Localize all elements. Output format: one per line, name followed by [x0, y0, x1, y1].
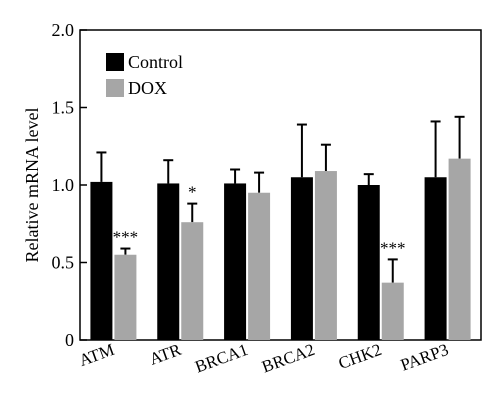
bar-control-brca1 [224, 183, 247, 340]
bar-control-atm [90, 181, 113, 340]
bar-dox-atr [181, 222, 204, 340]
bar-control-brca2 [290, 177, 313, 340]
legend-swatch-dox [106, 79, 124, 97]
plot-frame [79, 29, 482, 341]
bar-control-atr [157, 183, 180, 340]
legend-swatch-control [106, 53, 124, 71]
significance-marker: * [188, 183, 197, 202]
y-axis-label: Relative mRNA level [22, 108, 42, 263]
bar-dox-brca1 [248, 192, 271, 340]
bar-dox-chk2 [381, 282, 404, 340]
y-tick-label: 1.5 [52, 98, 75, 118]
bar-control-chk2 [357, 185, 380, 340]
legend-label-control: Control [128, 52, 183, 72]
x-tick-label: PARP3 [398, 340, 451, 375]
x-tick-label: ATR [147, 340, 184, 369]
bar-dox-parp3 [448, 158, 471, 340]
bar-dox-brca2 [314, 171, 337, 340]
bar-control-parp3 [424, 177, 447, 340]
x-tick-label: CHK2 [336, 340, 384, 373]
legend-label-dox: DOX [128, 78, 167, 98]
x-tick-label: BRCA2 [259, 340, 317, 377]
y-tick-label: 1.0 [52, 175, 75, 195]
significance-marker: *** [113, 228, 139, 247]
y-tick-label: 2.0 [52, 20, 75, 40]
significance-marker: *** [380, 238, 406, 257]
y-tick-label: 0.5 [52, 253, 75, 273]
x-tick-label: BRCA1 [192, 340, 250, 377]
y-tick-label: 0 [65, 330, 74, 350]
bar-dox-atm [114, 254, 137, 340]
x-tick-label: ATM [77, 340, 117, 370]
